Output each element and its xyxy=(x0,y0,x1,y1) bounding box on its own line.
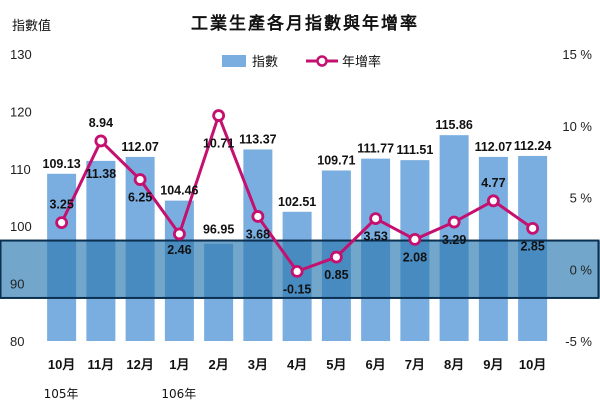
category-label-12: 10月 xyxy=(519,357,546,372)
growth-point-7 xyxy=(329,250,343,264)
bar-value-label-11: 112.07 xyxy=(475,140,513,154)
bar-value-labels: 109.13 11.38 112.07 104.46 96.95 113.37 102.51… xyxy=(43,118,552,237)
bar-10 xyxy=(439,135,469,341)
year-label: 105年 xyxy=(44,387,79,400)
growth-point-3 xyxy=(172,227,186,241)
bar-value-label-1: 11.38 xyxy=(86,167,117,181)
bar-value-label-12: 112.24 xyxy=(514,139,552,153)
growth-value-label-4: 10.71 xyxy=(203,137,234,151)
legend-bar-swatch xyxy=(222,55,246,67)
growth-value-labels: 3.25 8.94 6.25 2.46 10.71 3.68 -0.15 0.85 3.53 2.… xyxy=(49,116,544,296)
chart-title: 工業生產各月指數與年增率 xyxy=(191,13,419,34)
growth-line xyxy=(55,109,540,278)
growth-point-0 xyxy=(55,216,69,230)
bar-value-label-8: 111.77 xyxy=(357,142,394,156)
growth-point-1 xyxy=(94,134,108,148)
category-label-8: 6月 xyxy=(366,357,386,372)
growth-value-label-9: 2.08 xyxy=(403,250,427,264)
highlight-band-border xyxy=(0,239,600,299)
bar-value-label-5: 113.37 xyxy=(239,132,277,146)
growth-value-label-7: 0.85 xyxy=(324,268,348,282)
category-label-5: 3月 xyxy=(248,357,268,372)
bar-value-label-6: 102.51 xyxy=(278,195,316,209)
right-tick-label: 10 % xyxy=(562,119,592,134)
bar-value-label-9: 111.51 xyxy=(396,143,433,157)
growth-value-label-5: 3.68 xyxy=(246,227,270,241)
growth-value-label-11: 4.77 xyxy=(481,176,505,190)
year-label: 106年 xyxy=(161,387,196,400)
left-axis-ticks: 80 90 100 110 120 130 xyxy=(10,47,32,349)
category-labels: 10月 11月 12月 1月 2月 3月 4月 5月 6月 7月 8月 9月 10月 xyxy=(48,357,546,372)
category-label-10: 8月 xyxy=(444,357,464,372)
growth-value-label-2: 6.25 xyxy=(128,191,152,205)
growth-value-label-10: 3.29 xyxy=(442,233,466,247)
growth-point-4 xyxy=(212,109,226,122)
right-tick-label: 5 % xyxy=(570,191,593,206)
left-tick-label: 90 xyxy=(10,277,24,292)
growth-point-11 xyxy=(486,194,500,208)
bars xyxy=(47,135,548,341)
right-tick-label: -5 % xyxy=(565,334,592,349)
legend: 指數 年增率 xyxy=(222,54,381,70)
legend-line-label: 年增率 xyxy=(342,54,381,70)
bar-value-label-3: 104.46 xyxy=(160,184,198,198)
category-label-2: 12月 xyxy=(126,357,153,372)
category-label-1: 11月 xyxy=(88,357,115,372)
category-label-0: 10月 xyxy=(48,357,75,372)
legend-line-marker xyxy=(316,55,328,67)
category-label-9: 7月 xyxy=(405,357,425,372)
category-label-6: 4月 xyxy=(287,357,307,372)
growth-value-label-6: -0.15 xyxy=(283,282,312,296)
category-label-7: 5月 xyxy=(326,357,346,372)
growth-point-6 xyxy=(290,265,304,278)
category-label-11: 9月 xyxy=(483,357,503,372)
left-axis-title: 指數值 xyxy=(12,18,51,34)
right-tick-label: 0 % xyxy=(570,262,593,277)
growth-point-10 xyxy=(447,215,461,229)
bar-value-label-10: 115.86 xyxy=(435,118,473,132)
growth-value-label-1: 8.94 xyxy=(89,116,113,130)
left-tick-label: 80 xyxy=(10,334,24,349)
category-label-4: 2月 xyxy=(209,357,229,372)
left-tick-label: 120 xyxy=(10,104,32,119)
growth-value-label-12: 2.85 xyxy=(520,239,544,253)
bar-value-label-4: 96.95 xyxy=(203,223,234,237)
right-axis-ticks: -5 % 0 % 5 % 10 % 15 % xyxy=(562,47,592,349)
left-tick-label: 100 xyxy=(10,219,32,234)
growth-value-label-3: 2.46 xyxy=(167,243,191,257)
right-tick-label: 15 % xyxy=(562,47,592,62)
growth-point-12 xyxy=(526,221,540,235)
growth-point-5 xyxy=(251,210,265,223)
category-label-3: 1月 xyxy=(169,357,189,372)
legend-bar-label: 指數 xyxy=(252,55,278,70)
bar-value-label-7: 109.71 xyxy=(317,153,355,167)
growth-point-8 xyxy=(369,212,383,225)
growth-point-9 xyxy=(408,233,422,246)
year-labels: 105年 106年 xyxy=(44,387,197,400)
bar-value-label-2: 112.07 xyxy=(121,140,159,154)
left-tick-label: 110 xyxy=(10,162,31,177)
left-tick-label: 130 xyxy=(10,47,32,62)
growth-point-2 xyxy=(133,173,147,186)
growth-value-label-8: 3.53 xyxy=(363,230,387,244)
bar-value-label-0: 109.13 xyxy=(43,157,81,171)
growth-value-label-0: 3.25 xyxy=(49,198,73,212)
